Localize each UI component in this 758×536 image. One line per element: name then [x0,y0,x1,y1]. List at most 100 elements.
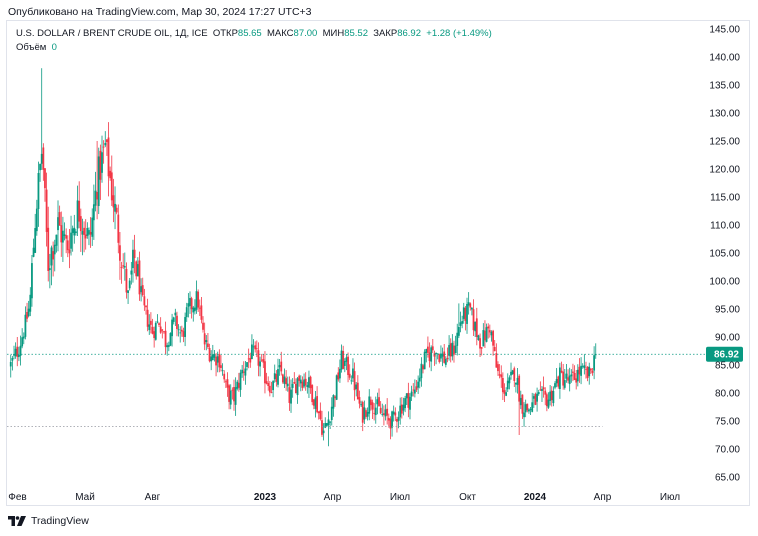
symbol-legend: U.S. DOLLAR / BRENT CRUDE OIL, 1Д, ICE О… [16,28,492,39]
candle-body [21,337,24,347]
candle-body [61,230,64,243]
candle-body [231,389,234,391]
candle-body [187,303,190,307]
candle-body [19,345,22,356]
candle-body [365,410,367,417]
candle-body [464,307,467,321]
candle-body [295,383,297,394]
candle-body [327,419,330,426]
candle-body [200,305,203,320]
y-tick-label: 130.00 [709,109,740,120]
candle-body [112,195,115,208]
candle-body [378,397,380,407]
candle-body [583,365,586,369]
candle-body [451,342,454,357]
candle-body [471,307,473,310]
candle-body [53,244,56,255]
candle-body [158,323,160,325]
y-tick-label: 80.00 [715,389,740,400]
candle-body [542,387,545,390]
candle-body [247,358,250,360]
candle-body [210,356,213,362]
candle-body [239,372,242,390]
y-tick-label: 125.00 [709,137,740,148]
candle-body [325,423,328,426]
candle-body [174,312,177,316]
candle-body [299,379,302,384]
candle-body [45,189,48,232]
candle-body [453,345,455,355]
candle-body [339,368,341,379]
candle-body [446,357,449,360]
candle-body [593,355,596,371]
candle-body [554,383,556,388]
candle-body [580,365,582,376]
candle-body [304,378,307,386]
candle-body [96,192,99,200]
y-tick-label: 75.00 [715,417,740,428]
candle-body [234,387,237,405]
candle-body [55,234,58,246]
candle-body [431,346,434,351]
y-tick-label: 65.00 [715,473,740,484]
candle-body [492,330,494,346]
candle-body [151,326,154,334]
candle-body [435,352,437,354]
candle-body [26,311,28,319]
legend-close-value: 86.92 [397,28,421,39]
candle-body [312,399,315,406]
candle-body [35,208,38,232]
candle-body [417,381,420,388]
candle-body [363,407,366,420]
candle-body [459,322,462,326]
candle-body [392,411,395,415]
candle-body [454,345,457,353]
candle-body [513,368,516,381]
tradingview-logo-icon [8,516,26,526]
candle-body [264,361,266,384]
candle-body [241,369,244,374]
candle-body [179,332,182,334]
last-price-badge-label: 86.92 [714,350,739,361]
candle-body [229,390,232,405]
candle-body [337,372,340,380]
candle-body [260,359,263,361]
candle-body [581,365,584,367]
candle-body [259,361,261,367]
candle-body [384,409,387,417]
y-tick-label: 95.00 [715,305,740,316]
candle-body [314,397,317,409]
candle-body [340,350,343,370]
candle-body [290,389,292,404]
tradingview-footer[interactable]: TradingView [8,515,89,527]
candle-body [128,280,131,289]
candle-body [412,389,415,391]
x-tick-label: Июл [660,492,680,503]
candle-body [92,204,95,221]
candle-body [428,352,431,362]
candle-body [467,302,470,306]
candle-body [17,354,20,358]
candle-body [376,399,379,405]
candle-body [161,329,164,331]
candle-body [224,381,227,383]
candle-body [215,356,217,366]
candle-body [130,270,133,275]
candle-body [457,326,460,336]
candle-body [436,353,439,355]
x-tick-label: 2023 [254,492,277,503]
candle-body [281,374,284,383]
candle-body [249,357,252,363]
candle-body [418,377,421,382]
candle-body [107,137,110,177]
candle-body [484,330,486,341]
candle-body [366,412,369,417]
candle-body [488,330,491,333]
candle-body [498,374,501,376]
candle-body [275,374,278,382]
candle-body [58,212,61,226]
candle-body [262,359,265,363]
candle-body [383,413,385,416]
candle-body [148,324,151,331]
